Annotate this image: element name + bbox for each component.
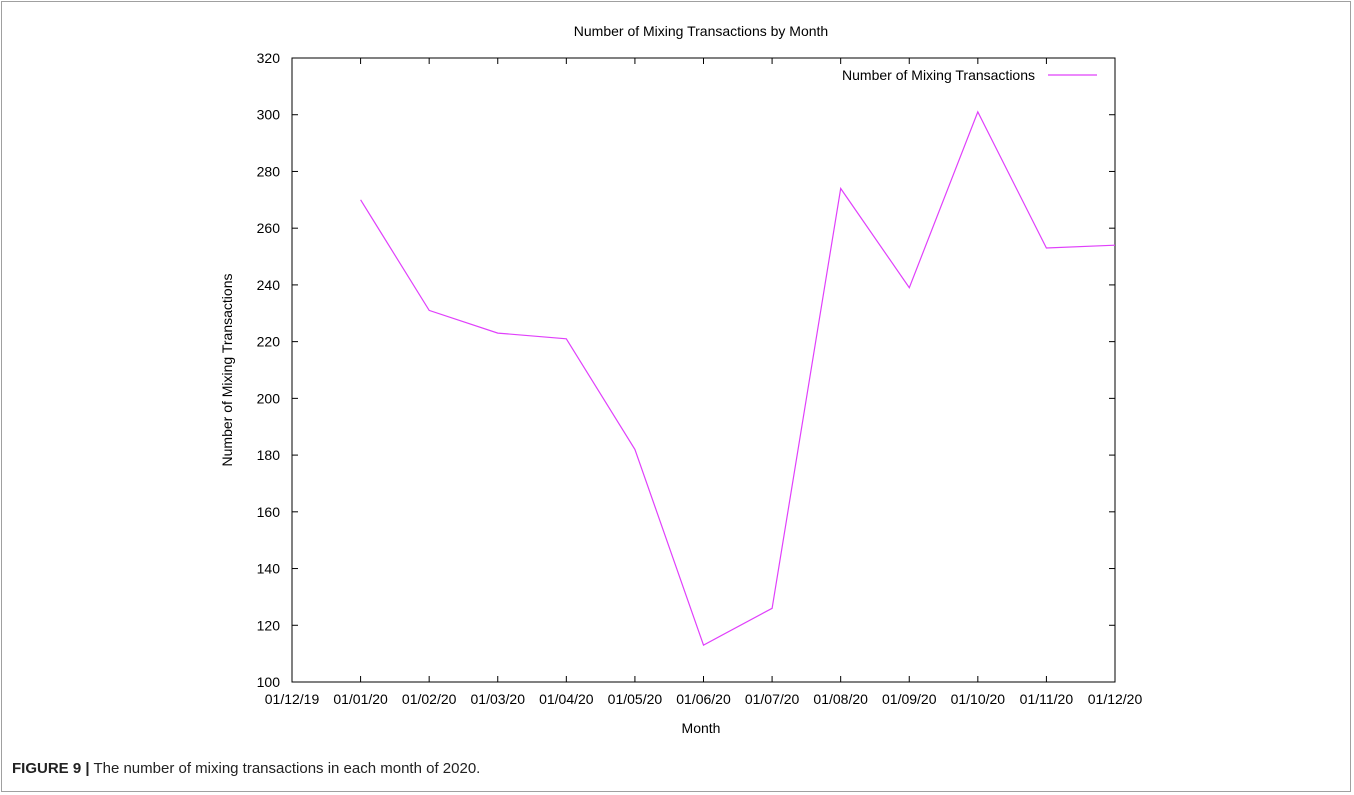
line-chart: Number of Mixing Transactions by Month N… bbox=[219, 23, 1143, 736]
figure-caption: FIGURE 9 | The number of mixing transact… bbox=[12, 760, 480, 777]
x-axis-label: Month bbox=[682, 720, 721, 736]
chart-title: Number of Mixing Transactions by Month bbox=[574, 23, 828, 39]
y-axis-ticks: 100 120 140 160 180 200 220 240 260 280 300 320 bbox=[257, 50, 1115, 690]
x-tick-label: 01/06/20 bbox=[676, 691, 731, 707]
x-tick-label: 01/08/20 bbox=[813, 691, 868, 707]
y-tick-label: 100 bbox=[257, 674, 281, 690]
y-tick-label: 200 bbox=[257, 390, 281, 406]
x-tick-label: 01/03/20 bbox=[471, 691, 526, 707]
y-tick-label: 160 bbox=[257, 504, 281, 520]
y-tick-label: 180 bbox=[257, 447, 281, 463]
y-tick-label: 120 bbox=[257, 617, 281, 633]
x-tick-label: 01/05/20 bbox=[608, 691, 663, 707]
x-tick-label: 01/02/20 bbox=[402, 691, 457, 707]
series-line bbox=[360, 110, 1116, 646]
y-tick-label: 260 bbox=[257, 220, 281, 236]
legend-label: Number of Mixing Transactions bbox=[842, 67, 1035, 83]
x-tick-label: 01/09/20 bbox=[882, 691, 937, 707]
y-tick-label: 280 bbox=[257, 163, 281, 179]
y-tick-label: 320 bbox=[257, 50, 281, 66]
caption-text: The number of mixing transactions in eac… bbox=[89, 760, 481, 777]
y-tick-label: 240 bbox=[257, 277, 281, 293]
plot-frame bbox=[291, 57, 1116, 683]
caption-lead: FIGURE 9 | bbox=[12, 760, 90, 777]
series-group bbox=[360, 110, 1116, 646]
x-tick-label: 01/07/20 bbox=[745, 691, 800, 707]
y-tick-label: 300 bbox=[257, 107, 281, 123]
x-tick-label: 01/12/19 bbox=[265, 691, 320, 707]
x-tick-label: 01/12/20 bbox=[1088, 691, 1143, 707]
y-tick-label: 140 bbox=[257, 561, 281, 577]
legend: Number of Mixing Transactions bbox=[842, 67, 1097, 83]
x-tick-label: 01/01/20 bbox=[333, 691, 388, 707]
x-axis-ticks: 01/12/19 01/01/20 01/02/20 01/03/20 01/04/20… bbox=[265, 58, 1143, 707]
y-axis-label: Number of Mixing Transactions bbox=[219, 274, 235, 467]
x-tick-label: 01/10/20 bbox=[951, 691, 1006, 707]
y-tick-label: 220 bbox=[257, 334, 281, 350]
x-tick-label: 01/11/20 bbox=[1020, 691, 1074, 707]
x-tick-label: 01/04/20 bbox=[539, 691, 594, 707]
